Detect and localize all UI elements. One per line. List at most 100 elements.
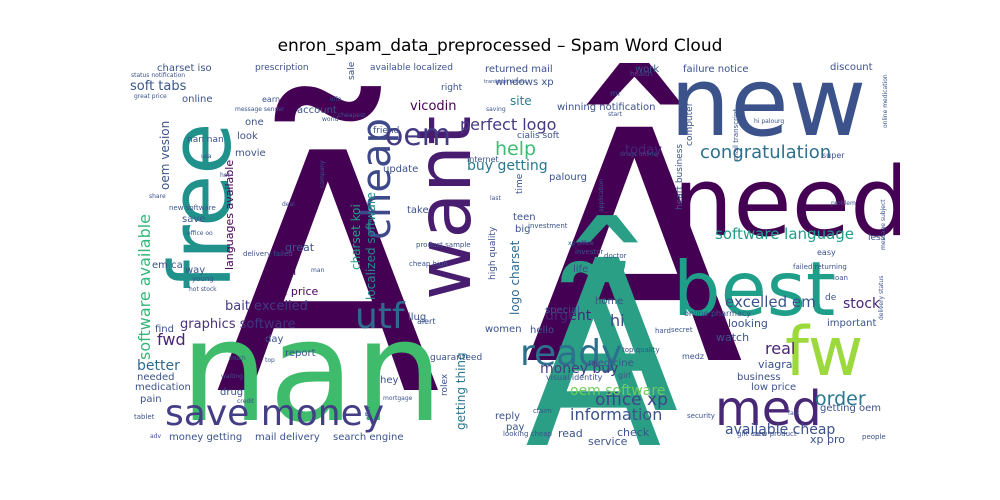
word-1: Â	[525, 60, 745, 436]
word-163: loan	[833, 274, 848, 282]
word-110: right	[441, 83, 463, 93]
word-39: soft tabs	[130, 79, 187, 94]
word-137: visual identity	[546, 373, 603, 382]
word-90: save	[182, 214, 205, 225]
word-165: mail transcript	[732, 109, 740, 160]
word-47: site	[510, 94, 532, 108]
word-68: needed	[137, 372, 175, 383]
word-124: secret	[671, 326, 693, 334]
word-97: charset iso	[157, 63, 212, 74]
word-2: Â	[535, 215, 679, 445]
word-23: perfect logo	[460, 115, 556, 134]
word-36: vicodin	[410, 99, 457, 114]
word-158: start	[608, 111, 623, 118]
word-76: medicine	[588, 358, 634, 369]
word-79: important	[827, 318, 876, 329]
word-78: women	[485, 324, 522, 335]
word-19: help	[495, 138, 536, 160]
word-60: read	[558, 427, 583, 440]
word-139: new product	[753, 430, 797, 438]
word-157: saving	[486, 106, 506, 113]
word-104: discount	[830, 62, 873, 73]
word-6: need	[673, 148, 900, 258]
word-116: earn	[262, 95, 280, 104]
word-12: cheap	[354, 118, 400, 240]
word-55: low price	[751, 382, 796, 393]
word-155: cheapest	[338, 112, 366, 119]
word-75: home	[595, 296, 623, 307]
word-50: great	[285, 241, 315, 254]
word-42: localized software	[364, 192, 378, 300]
word-177: xp office	[568, 240, 594, 247]
word-138: top quality	[622, 346, 660, 354]
word-146: much	[229, 355, 246, 362]
word-160: health	[630, 70, 652, 78]
word-66: medication	[135, 382, 191, 393]
word-21: office xp	[595, 390, 668, 410]
word-67: pain	[140, 394, 162, 405]
word-37: better	[137, 358, 180, 374]
word-34: graphics software	[180, 317, 296, 332]
word-134: delivery failed	[243, 250, 293, 258]
word-113: friend	[373, 126, 399, 136]
word-169: drugs online	[620, 151, 658, 158]
word-69: drug	[220, 387, 243, 398]
word-18: congratulation	[700, 142, 831, 163]
word-61: reply	[495, 411, 520, 422]
word-32: urgent	[545, 308, 592, 324]
word-80: em ca	[152, 260, 183, 271]
word-64: mail delivery	[255, 432, 320, 443]
word-44: getting thing	[454, 352, 468, 430]
word-162: super	[822, 151, 845, 160]
word-10: fw	[785, 313, 863, 392]
word-87: hey	[380, 375, 398, 386]
word-88: rolex	[440, 373, 450, 396]
word-170: hi palourg	[754, 118, 784, 125]
word-151: new software	[169, 204, 216, 212]
word-77: hello	[530, 325, 554, 336]
word-125: hard	[655, 327, 671, 335]
chart-title: enron_spam_data_preprocessed – Spam Word…	[277, 36, 723, 56]
word-52: watch	[716, 331, 749, 344]
word-63: money getting	[169, 432, 242, 443]
word-128: security	[687, 412, 715, 420]
word-130: failed returning	[793, 263, 847, 271]
word-118: mr	[610, 89, 622, 98]
word-92: account	[297, 105, 337, 116]
word-126: medz	[682, 352, 704, 361]
word-54: business	[737, 372, 781, 383]
word-46: languages available	[223, 160, 236, 270]
word-93: movie	[235, 148, 266, 159]
word-72: find	[155, 324, 174, 335]
word-4: nan	[180, 291, 443, 445]
word-112: time	[515, 173, 525, 194]
word-140: looking cheap	[503, 430, 552, 438]
word-25: excelled em	[725, 293, 816, 311]
word-136: product sample	[416, 241, 471, 249]
word-102: winning notification	[557, 102, 656, 113]
word-105: work	[635, 64, 659, 75]
word-175: share	[149, 193, 166, 200]
word-141: claim	[533, 407, 552, 415]
word-167: message subject	[880, 199, 887, 250]
word-161: problem	[831, 200, 856, 207]
word-74: special	[545, 305, 580, 316]
word-94: look	[237, 131, 258, 142]
word-84: teen	[513, 212, 536, 223]
word-28: real	[765, 339, 795, 358]
word-156: world	[322, 116, 339, 123]
word-152: status notification	[131, 72, 185, 79]
word-33: bait excelled	[225, 299, 308, 314]
word-108: high quality	[488, 226, 498, 280]
word-7: free	[152, 122, 251, 290]
word-121: easy	[817, 248, 836, 257]
word-53: viagra	[758, 358, 793, 371]
word-70: report	[285, 348, 316, 359]
word-132: investor	[575, 248, 604, 256]
word-111: internet	[467, 155, 499, 164]
word-29: fwd	[157, 330, 186, 349]
word-182: fast	[788, 410, 800, 417]
word-174: hot	[220, 172, 230, 179]
